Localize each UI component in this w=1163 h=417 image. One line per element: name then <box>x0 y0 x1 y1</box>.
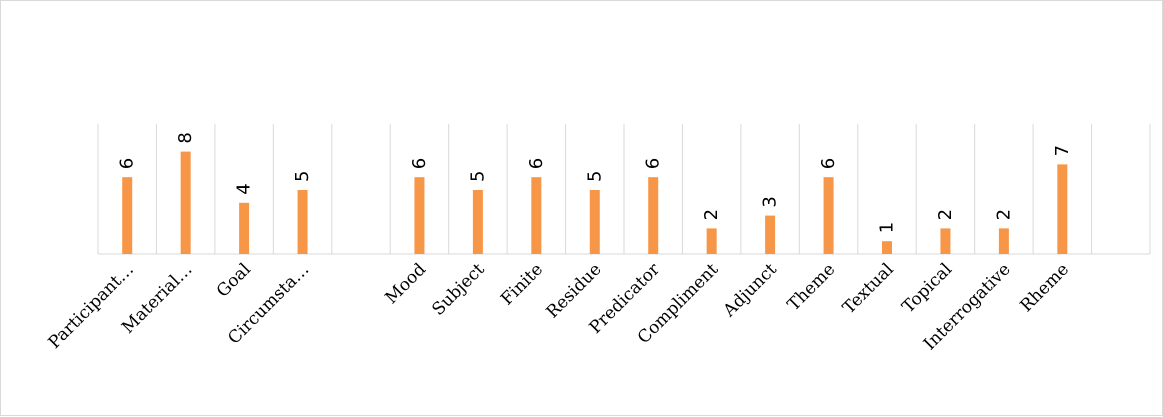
bar <box>472 190 483 254</box>
data-label: 6 <box>818 158 839 169</box>
bar <box>239 202 250 254</box>
value-label-layer: 6 8 4 5 6 5 6 5 6 2 3 6 1 2 2 7 <box>117 132 1073 233</box>
x-tick-label: Mood <box>382 259 431 308</box>
data-label: 5 <box>467 171 488 182</box>
bar <box>882 241 892 254</box>
x-tick-label: Rheme <box>1016 260 1073 317</box>
x-tick-label: Textual <box>839 260 898 319</box>
bar <box>180 151 191 254</box>
data-label: 2 <box>993 209 1014 220</box>
bar <box>1057 164 1068 254</box>
bar <box>531 177 542 254</box>
x-tick-label: Theme <box>784 260 840 316</box>
bar <box>414 177 425 254</box>
data-label: 6 <box>643 158 664 169</box>
data-label: 5 <box>584 171 605 182</box>
data-label: 1 <box>877 222 898 233</box>
x-tick-label: Topical <box>898 260 956 318</box>
data-label: 6 <box>409 158 430 169</box>
bar <box>940 228 951 254</box>
data-label: 2 <box>701 209 722 220</box>
data-label: 7 <box>1052 145 1073 156</box>
data-label: 3 <box>760 196 781 207</box>
x-tick-label: Subject <box>428 259 488 319</box>
data-label: 8 <box>175 132 196 143</box>
x-tick-label: Adjunct <box>719 259 781 321</box>
bar-layer <box>122 151 1068 254</box>
bar <box>648 177 659 254</box>
data-label: 5 <box>292 171 313 182</box>
x-tick-label: Goal <box>213 260 255 302</box>
x-tick-label: Participant… <box>45 260 138 353</box>
bar <box>706 228 717 254</box>
bar <box>589 190 600 254</box>
data-label: 6 <box>526 158 547 169</box>
bar <box>122 177 133 254</box>
data-label: 4 <box>234 183 255 194</box>
data-label: 2 <box>935 209 956 220</box>
grid-layer <box>97 124 1151 255</box>
bar <box>823 177 834 254</box>
bar <box>765 215 776 254</box>
x-tick-label: Finite <box>497 260 547 310</box>
bar <box>297 190 308 254</box>
data-label: 6 <box>117 158 138 169</box>
bar <box>998 228 1009 254</box>
